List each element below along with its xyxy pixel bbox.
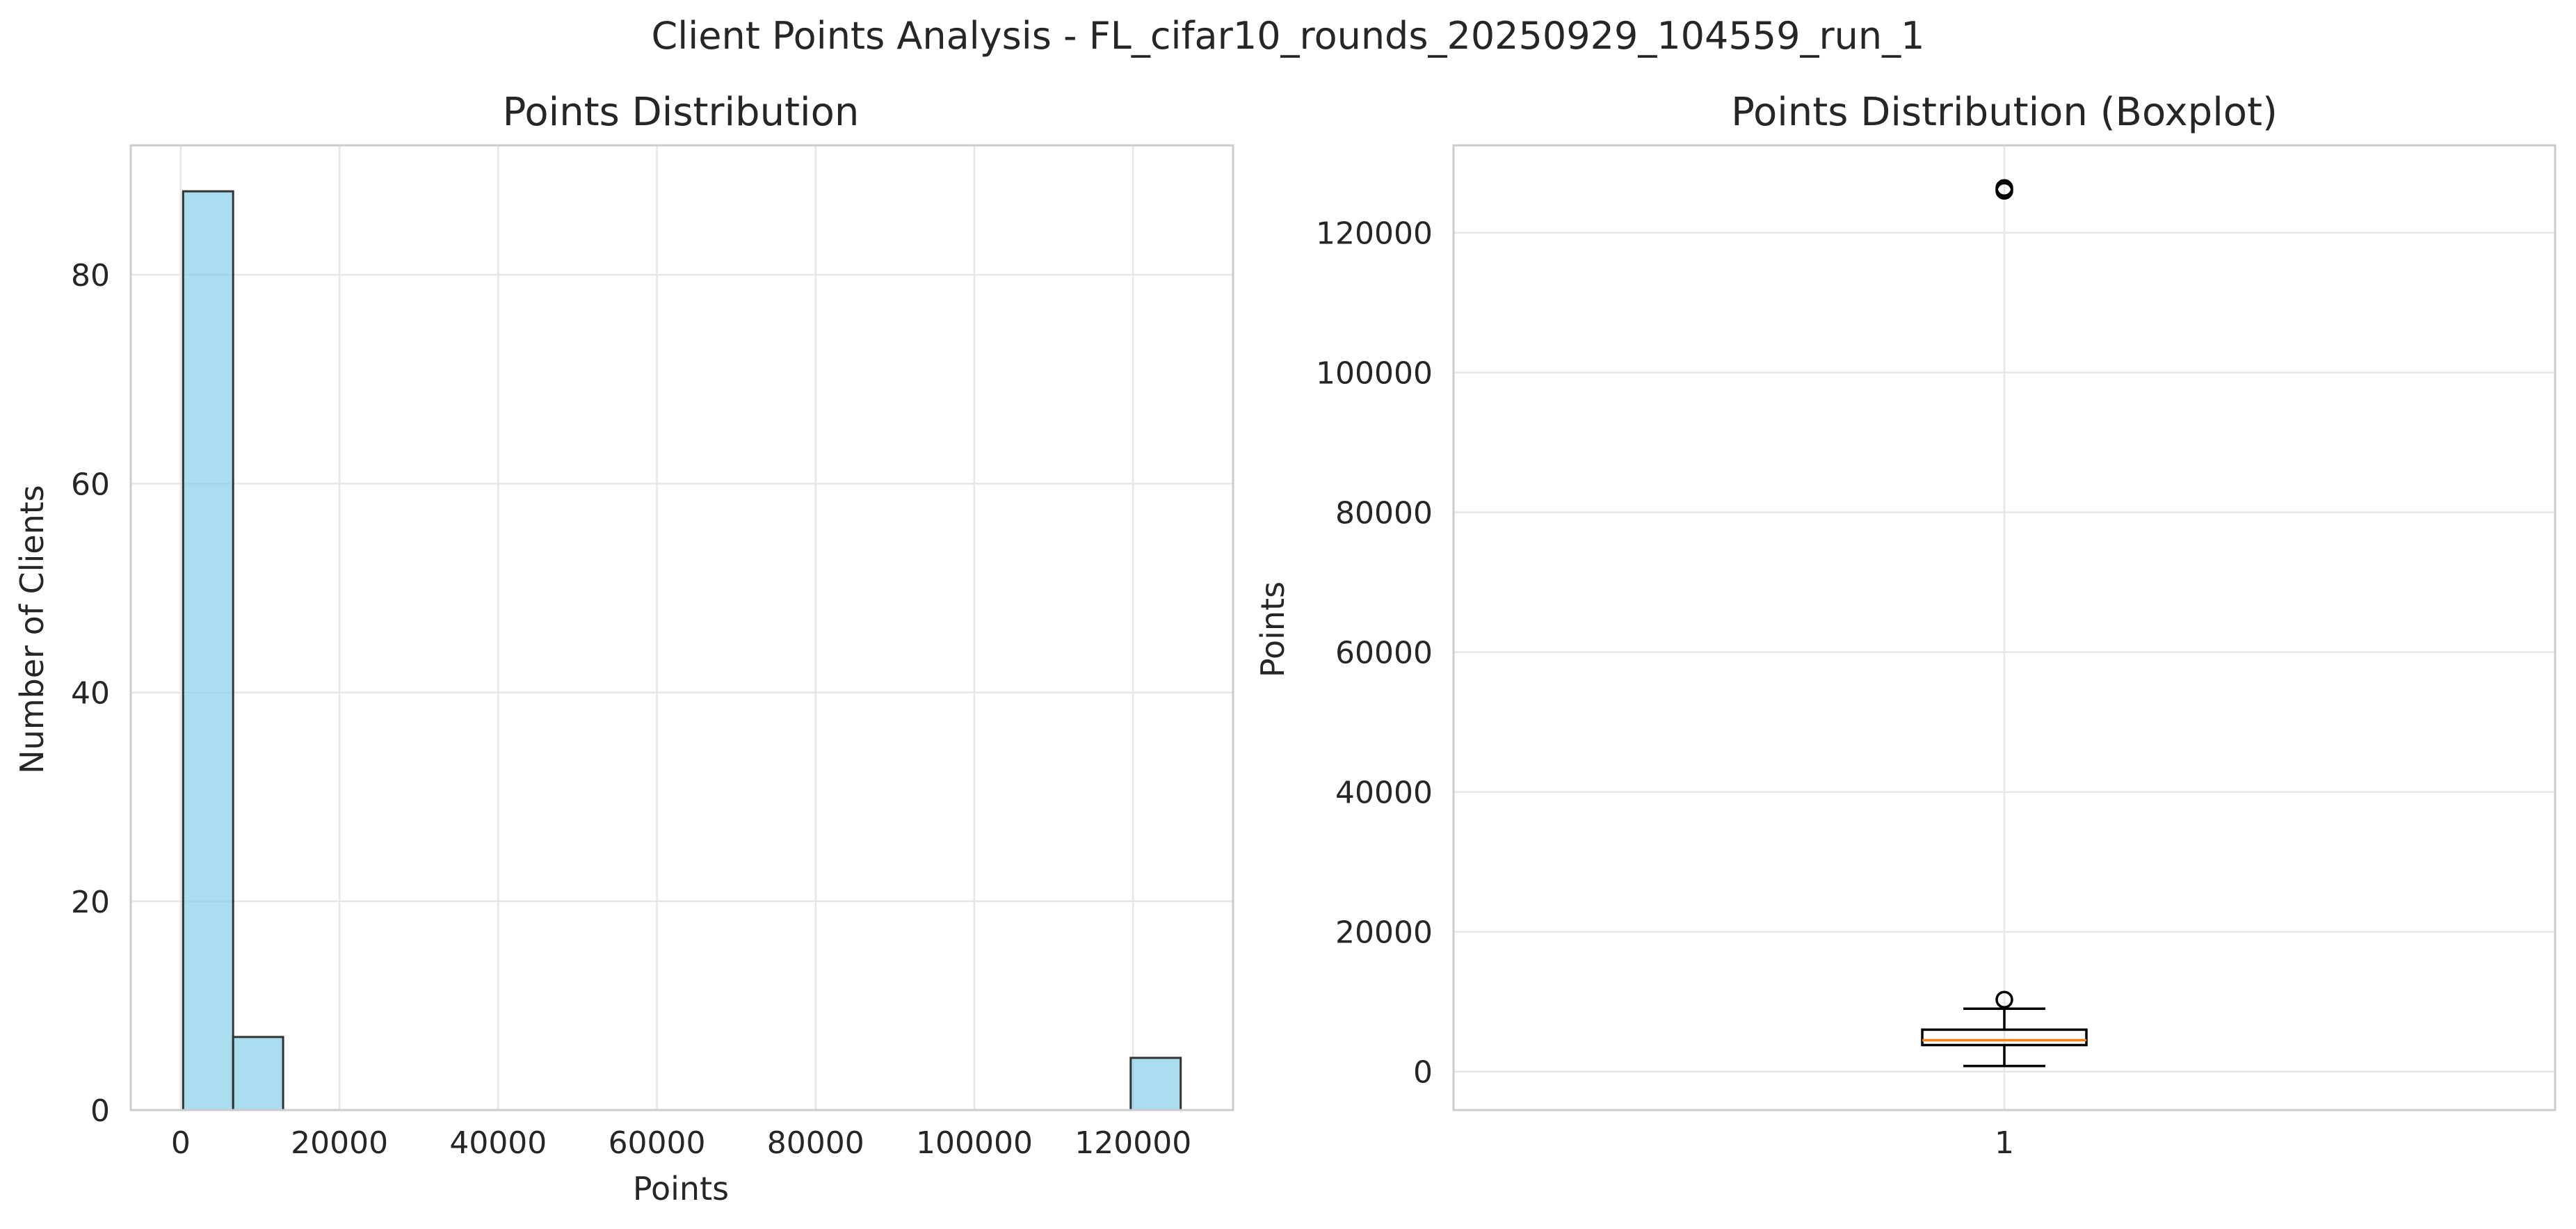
histogram-x-tick-label: 100000 [916,1125,1033,1161]
boxplot-axes-frame [1452,144,2557,1111]
histogram-x-tick-labels: 0 20000 40000 60000 80000 100000 120000 [171,1125,1191,1161]
histogram-y-tick-label: 40 [71,676,110,712]
histogram-x-axis-label: Points [633,1170,729,1207]
histogram-bar [232,1036,284,1111]
histogram-y-tick-label: 0 [90,1093,110,1129]
boxplot-y-tick-labels: 0 20000 40000 60000 80000 100000 120000 [1316,216,1433,1091]
boxplot-y-axis-label: Points [1254,581,1291,677]
figure-suptitle: Client Points Analysis - FL_cifar10_roun… [652,14,1925,58]
histogram-x-tick-label: 80000 [767,1125,864,1161]
histogram-y-tick-labels: 0 20 40 60 80 [71,258,110,1129]
boxplot-y-tick-label: 120000 [1316,216,1433,252]
histogram-y-tick-label: 60 [71,467,110,502]
boxplot-y-tick-label: 40000 [1335,776,1433,811]
boxplot-panel: Points Distribution (Boxplot) 1 0 20000 40… [1254,90,2557,1161]
histogram-y-tick-label: 20 [71,885,110,920]
boxplot-x-tick-labels: 1 [1995,1125,2014,1161]
boxplot-outlier [1995,990,2013,1009]
boxplot-x-tick-label: 1 [1995,1125,2014,1161]
boxplot-y-tick-label: 20000 [1335,915,1433,951]
histogram-panel: Points Distribution 0 20000 40000 60000 8000… [13,90,1234,1207]
histogram-x-tick-label: 60000 [609,1125,706,1161]
histogram-title: Points Distribution [503,90,860,135]
histogram-x-tick-label: 40000 [449,1125,547,1161]
boxplot-y-tick-label: 60000 [1335,636,1433,671]
histogram-x-tick-label: 0 [171,1125,191,1161]
histogram-x-tick-label: 20000 [291,1125,388,1161]
histogram-bars [182,190,1182,1111]
boxplot-outlier [1995,179,2013,198]
boxplot-title: Points Distribution (Boxplot) [1731,90,2278,135]
histogram-bar [1129,1057,1182,1111]
boxplot-marks [1921,179,2088,1068]
histogram-x-tick-label: 120000 [1074,1125,1191,1161]
histogram-y-axis-label: Number of Clients [13,485,51,774]
histogram-bar [182,190,234,1111]
boxplot-grid [1454,145,2555,1110]
boxplot-y-tick-label: 80000 [1335,496,1433,531]
histogram-axes-frame [129,144,1234,1111]
boxplot-box [1921,1028,2088,1047]
boxplot-y-tick-label: 0 [1413,1055,1433,1091]
histogram-y-tick-label: 80 [71,258,110,294]
boxplot-y-tick-label: 100000 [1316,356,1433,392]
